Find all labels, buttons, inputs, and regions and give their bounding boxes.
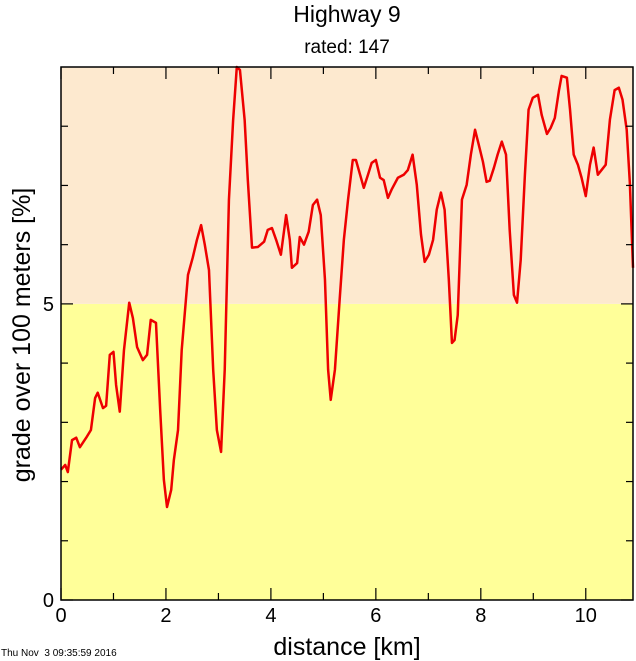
plot-frame <box>60 66 634 601</box>
x-tick-label: 4 <box>265 605 276 627</box>
x-tick-label: 6 <box>370 605 381 627</box>
x-tick-label: 10 <box>575 605 597 627</box>
data-line <box>60 65 635 509</box>
y-tick-label: 0 <box>43 590 54 612</box>
chart-subtitle: rated: 147 <box>304 37 390 58</box>
background-band <box>61 67 633 304</box>
timestamp: Thu Nov 3 09:35:59 2016 <box>1 648 117 659</box>
x-axis-label: distance [km] <box>273 633 420 661</box>
y-axis-label: grade over 100 meters [%] <box>8 188 36 483</box>
y-tick-label: 5 <box>43 294 54 316</box>
x-tick-label: 8 <box>475 605 486 627</box>
chart-title: Highway 9 <box>293 1 400 27</box>
x-tick-label: 2 <box>160 605 171 627</box>
x-tick-label: 0 <box>55 605 66 627</box>
